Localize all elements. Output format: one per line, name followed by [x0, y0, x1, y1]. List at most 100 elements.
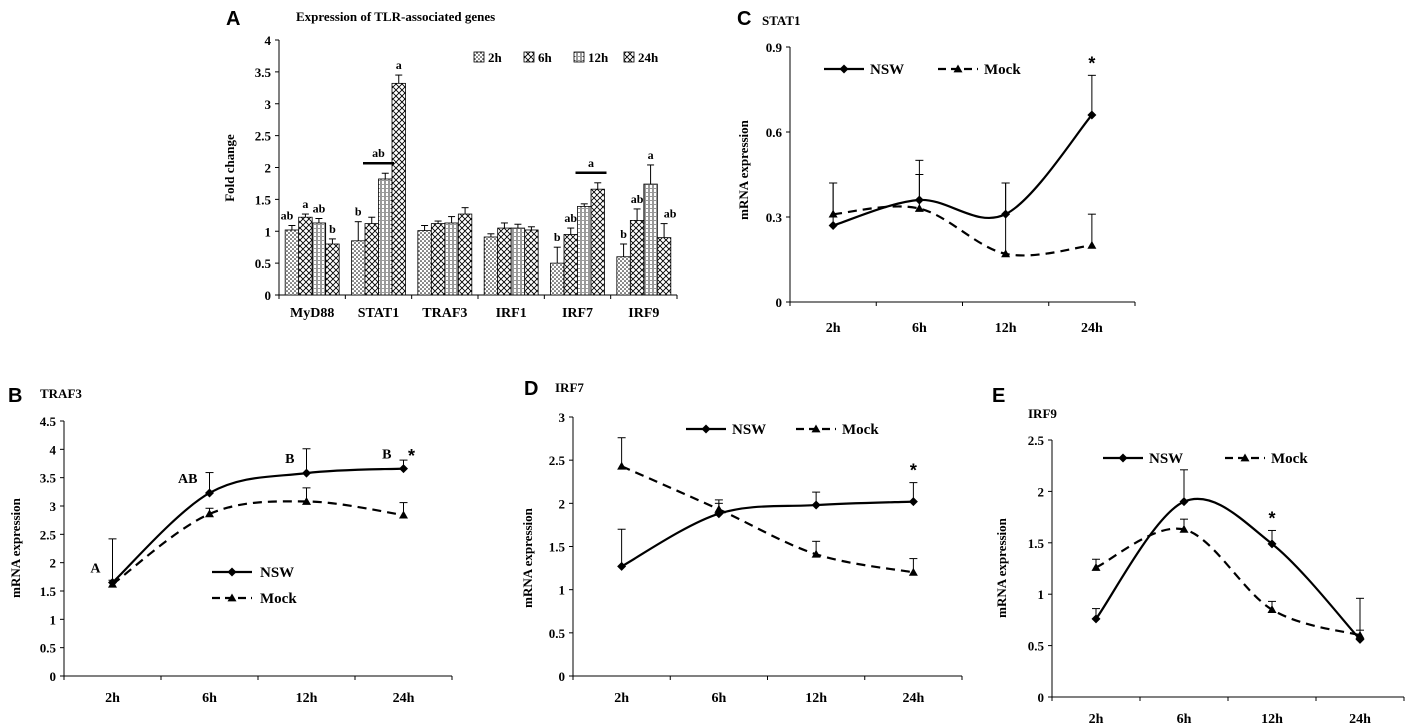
- bar: [444, 222, 459, 296]
- y-tick-label: 3.5: [40, 471, 57, 486]
- bar: [656, 237, 672, 296]
- legend-marker-diamond: [227, 567, 237, 577]
- marker-diamond: [617, 561, 627, 571]
- legend-marker-triangle: [953, 64, 963, 73]
- x-tick-label: 12h: [805, 691, 827, 706]
- y-tick-label: 0.5: [255, 256, 272, 271]
- y-tick-label: 4: [265, 33, 272, 48]
- x-tick-label: STAT1: [358, 306, 400, 321]
- y-tick-label: 0: [776, 295, 783, 310]
- marker-triangle: [302, 496, 311, 505]
- y-tick-label: 3.5: [255, 65, 272, 80]
- bar: [550, 262, 565, 296]
- y-tick-label: 0.5: [1028, 639, 1045, 654]
- marker-triangle: [1179, 524, 1189, 533]
- significance-label: ab: [631, 192, 644, 206]
- legend-label: 6h: [538, 50, 553, 65]
- bar: [391, 82, 406, 296]
- legend-label: 12h: [588, 50, 609, 65]
- x-tick-label: 24h: [902, 691, 924, 706]
- significance-label: ab: [664, 207, 677, 221]
- legend-swatch: [623, 51, 635, 63]
- panel-label-e: E: [992, 385, 1005, 407]
- legend-label-nsw: NSW: [1149, 451, 1183, 467]
- legend-swatch: [473, 51, 485, 63]
- panel-label-d: D: [524, 378, 538, 400]
- chart-c-title: STAT1: [762, 13, 801, 28]
- legend-label: 2h: [488, 50, 503, 65]
- bar: [483, 236, 499, 296]
- y-tick-label: 2: [559, 496, 566, 511]
- x-tick-label: IRF1: [496, 306, 527, 321]
- legend-label-mock: Mock: [842, 422, 879, 438]
- bar: [351, 240, 366, 296]
- y-tick-label: 4.5: [40, 414, 57, 429]
- group-annotation-label: a: [588, 156, 594, 170]
- significance-asterisk: *: [1088, 53, 1095, 73]
- legend-marker-triangle: [811, 424, 821, 433]
- x-tick-label: 24h: [1349, 712, 1371, 727]
- y-tick-label: 2.5: [549, 453, 566, 468]
- y-tick-label: 2: [1038, 484, 1045, 499]
- line-chart-irf7: 0 0.5 1 1.5 2 2.5 3 2h 6h 12h 24h * NSW Mock: [549, 410, 963, 706]
- significance-asterisk: *: [1268, 508, 1275, 528]
- x-tick-label: 6h: [202, 691, 217, 706]
- chart-a-ylabel: Fold change: [222, 134, 237, 202]
- bar: [298, 216, 313, 296]
- series-line-nsw: [111, 467, 404, 584]
- series-line-nsw: [1095, 497, 1361, 641]
- marker-diamond: [1267, 539, 1277, 549]
- bar: [457, 213, 473, 296]
- marker-triangle: [914, 204, 924, 212]
- y-tick-label: 0.6: [766, 125, 783, 140]
- y-tick-label: 3: [559, 410, 566, 425]
- y-tick-label: 1: [50, 612, 57, 627]
- bar: [629, 220, 645, 296]
- bar: [497, 227, 512, 296]
- x-tick-label: 2h: [105, 691, 120, 706]
- y-tick-label: 1.5: [40, 584, 57, 599]
- x-tick-label: 6h: [912, 321, 927, 336]
- bar: [284, 229, 300, 296]
- chart-e-ylabel: mRNA expression: [994, 517, 1009, 618]
- significance-label: ab: [564, 211, 577, 225]
- significance-label: b: [329, 222, 336, 236]
- significance-label: a: [648, 148, 654, 162]
- y-tick-label: 2: [50, 556, 57, 571]
- y-tick-label: 4: [50, 442, 57, 457]
- y-tick-label: 0.3: [766, 210, 783, 225]
- y-tick-label: 0: [559, 669, 566, 684]
- series-line-mock: [833, 205, 1092, 257]
- legend-marker-diamond: [1118, 453, 1128, 463]
- y-tick-label: 2.5: [40, 527, 57, 542]
- series-line-mock: [621, 465, 914, 574]
- chart-a-title: Expression of TLR-associated genes: [296, 9, 495, 24]
- y-tick-label: 1: [265, 224, 272, 239]
- marker-triangle: [617, 461, 627, 470]
- y-tick-label: 0.5: [40, 641, 57, 656]
- legend-label-nsw: NSW: [870, 62, 904, 78]
- x-tick-label: 6h: [1177, 712, 1192, 727]
- marker-diamond: [1087, 110, 1097, 120]
- bar: [524, 229, 539, 296]
- bar: [643, 183, 658, 296]
- x-tick-label: 24h: [1081, 321, 1103, 336]
- point-label: B: [382, 448, 391, 463]
- bar: [616, 256, 631, 296]
- marker-diamond: [811, 500, 821, 510]
- bar: [364, 223, 379, 296]
- significance-label: a: [302, 197, 308, 211]
- y-tick-label: 0.5: [549, 626, 566, 641]
- marker-diamond: [1355, 634, 1365, 644]
- legend-marker-triangle: [1240, 453, 1250, 462]
- marker-triangle: [811, 549, 821, 558]
- significance-label: ab: [313, 202, 326, 216]
- bar: [577, 205, 592, 296]
- legend-swatch: [523, 51, 535, 63]
- marker-triangle: [1087, 240, 1097, 249]
- y-tick-label: 1.5: [255, 192, 272, 207]
- legend-label-mock: Mock: [984, 62, 1021, 78]
- x-tick-label: TRAF3: [422, 306, 467, 321]
- marker-diamond: [1001, 209, 1011, 219]
